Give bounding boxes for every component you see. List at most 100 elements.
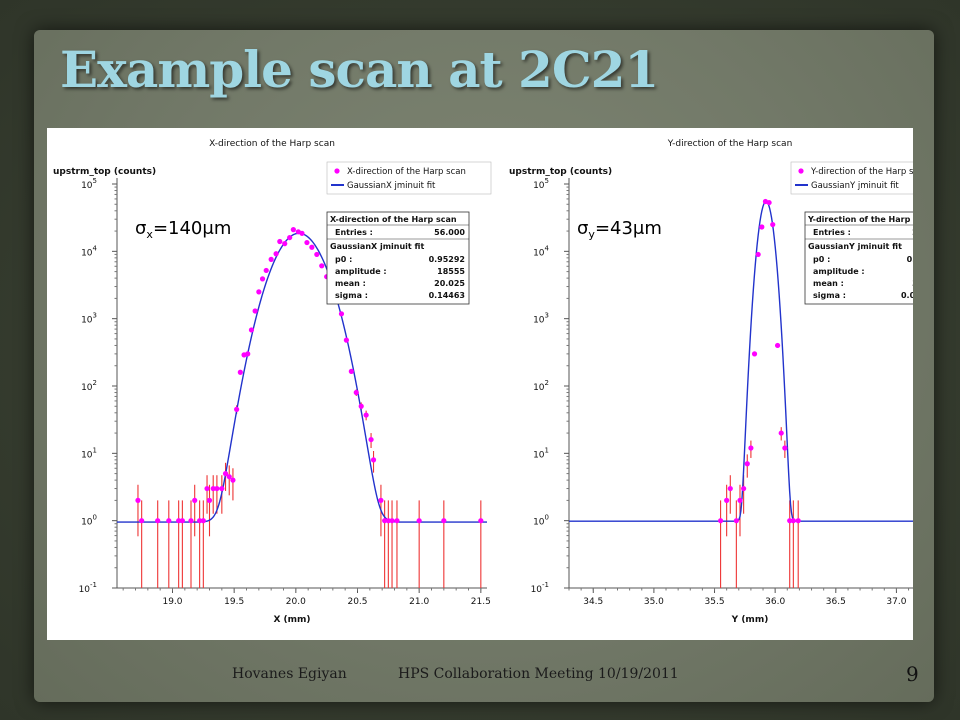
x-axis-label: X (mm) (273, 615, 310, 625)
data-point (135, 497, 141, 503)
stats-title: Y-direction of the Harp scan (807, 215, 913, 224)
data-point (795, 518, 801, 524)
stats-box-frame (326, 211, 470, 305)
data-point (416, 518, 422, 524)
stats-param-label: mean : (813, 279, 844, 288)
data-point (214, 485, 220, 492)
data-point (314, 251, 320, 258)
data-point (179, 518, 185, 524)
legend-marker (798, 168, 804, 174)
data-point (248, 327, 255, 333)
stats-title: X-direction of the Harp scan (330, 215, 457, 224)
data-point (200, 518, 206, 524)
data-point (210, 485, 216, 492)
data-point (394, 518, 400, 524)
x-tick-label: 36.0 (765, 597, 785, 607)
data-point (290, 227, 296, 233)
y-tick-label: 105 (533, 177, 549, 191)
stats-param-label: sigma : (335, 291, 368, 300)
data-point (741, 485, 747, 492)
y-tick-label: 104 (533, 244, 549, 258)
x-tick-label: 35.5 (705, 597, 725, 607)
data-point (204, 485, 210, 492)
stats-param-value: 35.925 (912, 279, 913, 288)
data-point (304, 239, 310, 246)
data-point (733, 518, 739, 524)
footer-author: Hovanes Egiyan (232, 666, 347, 682)
data-point (766, 199, 772, 206)
data-point (237, 369, 243, 375)
data-point (348, 368, 354, 374)
data-point (277, 238, 283, 245)
stats-param-label: p0 : (813, 255, 830, 264)
data-point (282, 241, 288, 247)
y-tick-label: 102 (81, 379, 97, 393)
data-point (790, 518, 796, 524)
data-point (206, 497, 213, 503)
slide-number: 9 (906, 662, 919, 686)
data-point (778, 430, 784, 436)
stats-entries-value: 25.000 (912, 228, 913, 237)
stats-param-value: 18555 (437, 267, 465, 276)
stats-fit-title: GaussianY jminuit fit (808, 242, 902, 251)
data-point (139, 518, 145, 524)
y-axis-label: upstrm_top (counts) (509, 167, 612, 177)
data-point (478, 518, 484, 524)
y-tick-label: 10-1 (531, 581, 549, 595)
data-point (263, 267, 269, 274)
data-point (245, 351, 251, 357)
data-point (273, 251, 279, 257)
data-point (219, 485, 225, 492)
y-tick-label: 104 (81, 244, 97, 258)
data-point (378, 497, 384, 503)
stats-param-value: 20.025 (434, 279, 465, 288)
stats-param-label: amplitude : (335, 267, 387, 276)
data-point (363, 412, 369, 418)
data-point (252, 308, 258, 314)
legend-label: Y-direction of the Harp scan (810, 167, 913, 177)
x-tick-label: 37.0 (886, 597, 906, 607)
fit-curve (569, 200, 951, 522)
x-tick-label: 21.0 (409, 597, 429, 607)
chart-1: X-direction of the Harp scan upstrm_top (… (53, 139, 492, 625)
y-tick-label: 100 (81, 514, 97, 528)
data-point (737, 497, 743, 503)
data-point (770, 221, 776, 228)
data-point (382, 518, 388, 524)
y-tick-label: 103 (81, 312, 97, 326)
data-point (343, 337, 349, 343)
data-point (188, 518, 194, 524)
sigma-annotation: σy=43μm (577, 218, 662, 241)
footer-date: 10/19/2011 (598, 666, 679, 682)
data-point (299, 230, 305, 236)
x-tick-label: 36.5 (826, 597, 846, 607)
x-tick-label: 20.5 (347, 597, 367, 607)
data-point (717, 518, 724, 524)
y-tick-label: 10-1 (79, 581, 97, 595)
stats-param-value: 0.14463 (429, 291, 465, 300)
stats-param-label: mean : (335, 279, 366, 288)
data-point (385, 518, 391, 524)
data-point (368, 436, 374, 443)
x-tick-label: 34.5 (583, 597, 603, 607)
stats-entries-label: Entries : (335, 228, 373, 237)
data-point (197, 518, 203, 524)
data-point (353, 389, 359, 396)
chart-2: Y-direction of the Harp scan upstrm_top (… (509, 139, 956, 625)
data-point (751, 351, 758, 357)
data-point (319, 263, 325, 269)
footer-meeting: HPS Collaboration Meeting (398, 666, 594, 682)
data-point (724, 497, 730, 503)
stats-box: X-direction of the Harp scan Entries : 56.… (326, 211, 470, 305)
legend-label: GaussianX jminuit fit (347, 181, 436, 191)
x-tick-label: 19.0 (162, 597, 182, 607)
y-axis-label: upstrm_top (counts) (53, 167, 156, 177)
legend-label: GaussianY jminuit fit (811, 181, 899, 191)
data-point (259, 276, 266, 282)
data-point (358, 403, 364, 409)
stats-param-value: 0.95292 (429, 255, 465, 264)
data-point (287, 234, 293, 241)
stats-param-label: sigma : (813, 291, 846, 300)
data-point (222, 471, 229, 477)
y-tick-label: 102 (533, 379, 549, 393)
